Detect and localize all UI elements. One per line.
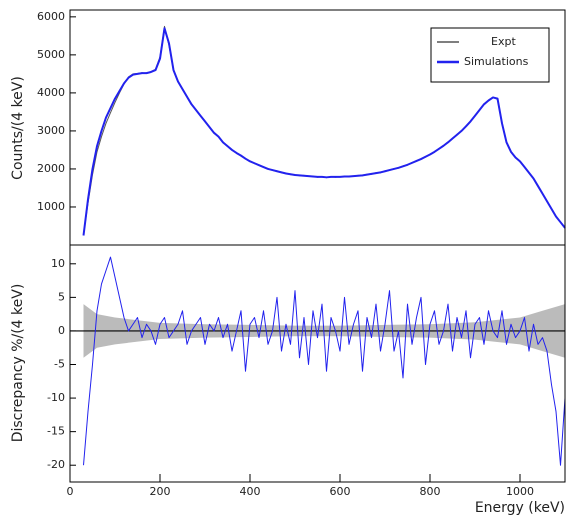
y-tick-label: -20: [47, 458, 65, 471]
y-axis-title: Discrepancy %/(4 keV): [10, 284, 26, 443]
y-axis-title: Counts/(4 keV): [10, 76, 26, 180]
y-tick-label: 2000: [37, 162, 65, 175]
x-axis-title: Energy (keV): [475, 500, 565, 516]
legend-box: [430, 27, 550, 83]
legend-label: Simulations: [464, 55, 529, 68]
y-tick-label: 1000: [37, 200, 65, 213]
y-tick-label: 5000: [37, 48, 65, 61]
x-tick-label: 200: [150, 485, 171, 498]
y-tick-label: 10: [51, 257, 65, 270]
y-tick-label: 4000: [37, 86, 65, 99]
y-tick-label: -15: [47, 425, 65, 438]
y-tick-label: 5: [58, 290, 65, 303]
y-tick-label: -10: [47, 391, 65, 404]
x-tick-label: 600: [330, 485, 351, 498]
x-tick-label: 0: [67, 485, 74, 498]
series-line: [82, 27, 566, 236]
x-tick-label: 800: [420, 485, 441, 498]
y-tick-label: 6000: [37, 10, 65, 23]
series-line: [83, 256, 566, 466]
x-tick-label: 400: [240, 485, 261, 498]
plot-frame: [69, 244, 566, 483]
legend-label: Expt: [491, 35, 516, 48]
x-tick-label: 1000: [506, 485, 534, 498]
y-tick-label: 3000: [37, 124, 65, 137]
y-tick-label: -5: [54, 358, 65, 371]
y-tick-label: 0: [58, 324, 65, 337]
